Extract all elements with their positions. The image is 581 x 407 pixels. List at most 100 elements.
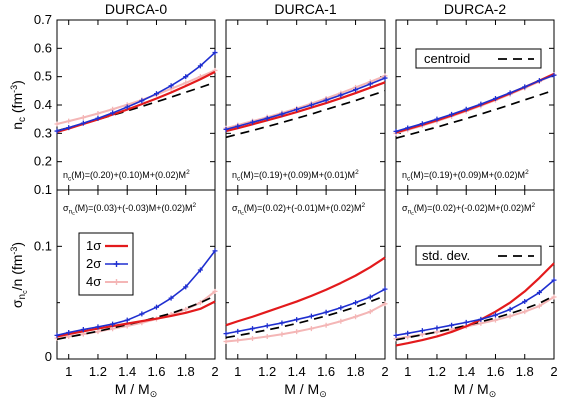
series-point-4sigma [279, 331, 285, 337]
series-point-2sigma [183, 284, 189, 290]
series-point-2sigma [279, 111, 285, 117]
x-axis-label: M / M⊙ [284, 381, 327, 399]
legend-label-4sigma: 4σ [86, 274, 101, 289]
series-point-2sigma [393, 128, 399, 134]
series-point-2sigma [294, 107, 300, 113]
legend-label-centroid: centroid [424, 51, 470, 66]
series-point-2sigma [338, 92, 344, 98]
series-line-2sigma [395, 279, 555, 337]
panel-frame [56, 189, 216, 360]
series-point-2sigma [54, 128, 60, 134]
panel-frame [225, 189, 386, 360]
legend-box-std-dev [415, 245, 542, 266]
series-point-2sigma [66, 330, 72, 336]
series-line-4sigma [56, 69, 216, 125]
fit-formula: σnc(M)=(0.02)+(-0.01)M+(0.02)M2 [232, 202, 365, 217]
series-line-fit [395, 89, 555, 139]
series-point-4sigma [80, 331, 86, 337]
series-point-2sigma [449, 111, 455, 117]
y-tick-label: 0.4 [34, 97, 52, 112]
series-point-4sigma [536, 303, 542, 309]
series-point-2sigma [463, 106, 469, 112]
series-point-2sigma [308, 102, 314, 108]
series-point-2sigma [264, 323, 270, 329]
x-tick-label: 1.6 [486, 364, 504, 379]
series-point-2sigma [353, 87, 359, 93]
series-point-4sigma [507, 313, 513, 319]
panel-title-durca-2: DURCA-2 [444, 1, 506, 17]
series-point-4sigma [66, 118, 72, 124]
series-point-2sigma [536, 290, 542, 296]
x-tick-label: 1.8 [347, 364, 365, 379]
series-line-1sigma [225, 256, 386, 327]
series-point-2sigma [80, 120, 86, 126]
series-point-2sigma [250, 119, 255, 125]
series-point-4sigma [353, 314, 359, 320]
series-point-2sigma [124, 317, 130, 323]
series-point-2sigma [212, 248, 218, 254]
series-point-2sigma [250, 326, 255, 332]
series-point-2sigma [492, 312, 498, 318]
series-point-2sigma [223, 331, 229, 337]
y-axis-label-bottom: σnc/n (fm-3) [9, 242, 29, 308]
series-line-1sigma [56, 70, 216, 133]
series-point-2sigma [139, 98, 145, 104]
series-point-2sigma [463, 319, 469, 325]
series-point-2sigma [323, 309, 329, 315]
series-point-2sigma [382, 75, 388, 81]
legend-label-1sigma: 1σ [86, 238, 101, 253]
series-point-4sigma [95, 111, 101, 116]
x-axis-label: M / M⊙ [115, 381, 158, 399]
series-point-2sigma [153, 304, 159, 310]
series-point-4sigma [323, 322, 329, 328]
fit-formula: nc(M)=(0.19)+(0.09)M+(0.02)M2 [402, 169, 529, 183]
series-point-2sigma [522, 299, 528, 305]
series-line-4sigma [395, 296, 555, 340]
legend-marker-4sigma [113, 279, 120, 285]
y-tick-label: 0.7 [34, 12, 52, 27]
series-point-2sigma [393, 332, 399, 338]
series-point-2sigma [551, 277, 557, 283]
series-point-2sigma [294, 317, 300, 323]
fit-formula: σnc(M)=(0.02)+(-0.02)M+(0.02)M2 [402, 202, 535, 217]
series-point-4sigma [264, 333, 270, 339]
series-line-2sigma [395, 74, 555, 133]
series-point-2sigma [279, 320, 285, 326]
panel-title-durca-1: DURCA-1 [274, 1, 336, 17]
x-tick-label: 1.8 [516, 364, 534, 379]
series-point-2sigma [419, 121, 425, 127]
series-point-2sigma [110, 321, 116, 327]
series-point-4sigma [294, 329, 300, 335]
series-point-4sigma [492, 317, 498, 323]
y-tick-label: 0 [45, 349, 52, 364]
series-point-2sigma [367, 81, 373, 87]
series-line-fit [225, 90, 386, 139]
panel-frame [395, 19, 555, 191]
series-point-2sigma [449, 322, 455, 328]
series-point-2sigma [434, 116, 440, 122]
series-line-4sigma [225, 302, 386, 343]
x-tick-label: 1.6 [147, 364, 165, 379]
x-tick-label: 1.4 [118, 364, 136, 379]
series-point-4sigma [551, 294, 557, 300]
series-line-fit [395, 295, 555, 341]
y-axis-label-top: nc (fm-3) [9, 80, 28, 130]
series-line-4sigma [225, 74, 386, 130]
series-point-4sigma [382, 301, 388, 307]
series-point-4sigma [223, 339, 229, 345]
series-point-2sigma [95, 115, 101, 121]
x-tick-label: 1.2 [258, 364, 276, 379]
series-point-2sigma [367, 294, 373, 300]
series-point-2sigma [153, 91, 159, 97]
series-point-2sigma [197, 267, 203, 273]
series-point-2sigma [478, 316, 484, 322]
fit-formula: σnc(M)=(0.03)+(-0.03)M+(0.02)M2 [63, 202, 196, 217]
x-tick-label: 1.6 [317, 364, 335, 379]
panel-frame [56, 19, 216, 191]
fit-formula: nc(M)=(0.19)+(0.09)M+(0.01)M2 [232, 169, 359, 183]
series-point-2sigma [405, 125, 411, 131]
series-point-2sigma [419, 328, 425, 334]
series-point-2sigma [212, 50, 218, 56]
y-tick-label: 0.1 [34, 182, 52, 197]
